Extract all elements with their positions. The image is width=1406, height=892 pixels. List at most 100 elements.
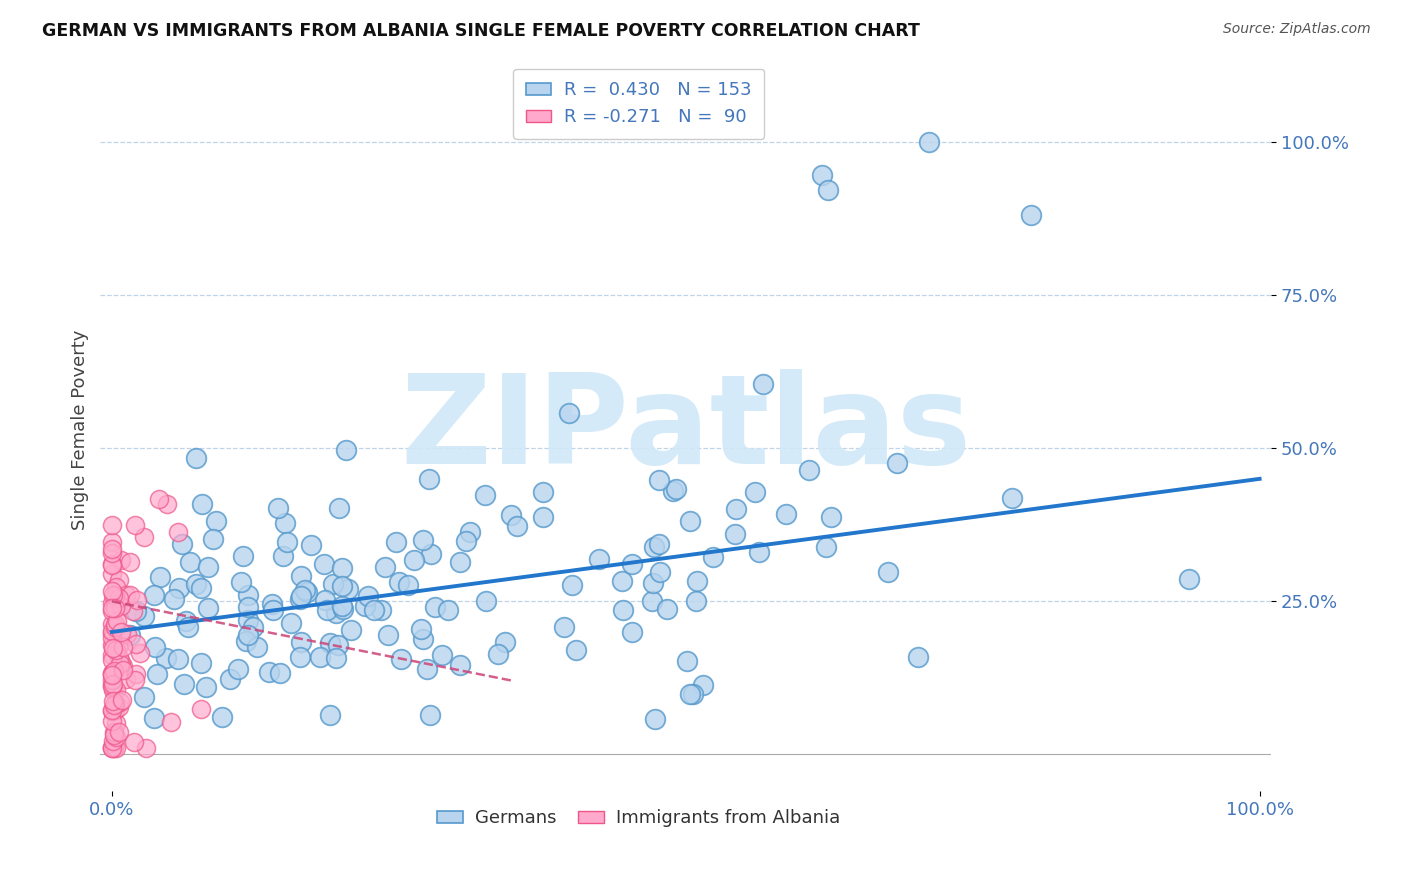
Point [103, 728, 125, 742]
Legend: Germans, Immigrants from Albania: Germans, Immigrants from Albania [430, 802, 848, 835]
Point [486, 648, 509, 662]
Point [101, 741, 124, 756]
Point [104, 600, 127, 615]
Point [449, 555, 471, 569]
Point [648, 565, 671, 579]
Point [814, 540, 837, 554]
Point [108, 573, 131, 587]
Point [132, 609, 155, 624]
Point [820, 509, 842, 524]
Point [290, 635, 312, 649]
Point [108, 638, 131, 652]
Point [246, 640, 269, 655]
Point [115, 672, 138, 686]
Point [811, 169, 834, 183]
Point [907, 649, 929, 664]
Point [621, 557, 644, 571]
Point [143, 640, 166, 655]
Point [817, 183, 839, 197]
Point [104, 617, 127, 632]
Point [363, 602, 385, 616]
Point [612, 603, 634, 617]
Point [105, 730, 128, 744]
Point [101, 703, 124, 717]
Point [135, 741, 157, 756]
Point [377, 628, 399, 642]
Point [290, 589, 312, 603]
Point [167, 524, 190, 539]
Point [384, 535, 406, 549]
Point [238, 599, 260, 614]
Point [702, 549, 724, 564]
Point [122, 604, 145, 618]
Point [101, 653, 124, 667]
Point [312, 557, 335, 571]
Point [101, 741, 124, 756]
Point [124, 673, 146, 687]
Point [124, 518, 146, 533]
Point [505, 519, 527, 533]
Point [101, 704, 124, 718]
Point [101, 617, 124, 632]
Point [104, 715, 127, 730]
Point [918, 136, 941, 150]
Point [201, 532, 224, 546]
Point [682, 687, 704, 701]
Point [125, 666, 148, 681]
Point [101, 668, 124, 682]
Point [172, 537, 194, 551]
Point [197, 601, 219, 615]
Point [610, 574, 633, 588]
Point [101, 714, 124, 728]
Point [259, 665, 281, 680]
Point [108, 700, 131, 714]
Point [103, 698, 125, 712]
Point [330, 579, 353, 593]
Point [314, 592, 336, 607]
Point [724, 527, 747, 541]
Point [325, 651, 347, 665]
Point [643, 576, 665, 591]
Point [120, 588, 142, 602]
Point [236, 628, 259, 642]
Point [101, 626, 124, 640]
Point [330, 599, 353, 613]
Point [475, 594, 498, 608]
Point [322, 577, 344, 591]
Point [335, 443, 357, 458]
Point [103, 725, 125, 739]
Point [295, 584, 318, 599]
Point [412, 632, 434, 646]
Point [101, 667, 124, 681]
Point [288, 650, 311, 665]
Point [143, 589, 166, 603]
Point [155, 651, 177, 665]
Point [725, 502, 748, 516]
Point [423, 599, 446, 614]
Point [160, 714, 183, 729]
Point [326, 638, 349, 652]
Point [340, 623, 363, 637]
Point [565, 642, 588, 657]
Point [103, 741, 125, 756]
Point [101, 679, 124, 693]
Point [110, 625, 132, 640]
Point [643, 541, 665, 555]
Point [235, 633, 257, 648]
Point [149, 570, 172, 584]
Point [332, 602, 354, 616]
Point [101, 604, 124, 618]
Point [404, 553, 426, 567]
Point [262, 597, 284, 611]
Text: GERMAN VS IMMIGRANTS FROM ALBANIA SINGLE FEMALE POVERTY CORRELATION CHART: GERMAN VS IMMIGRANTS FROM ALBANIA SINGLE… [42, 22, 920, 40]
Point [685, 594, 707, 608]
Point [226, 662, 249, 676]
Point [101, 640, 124, 655]
Point [531, 510, 554, 524]
Point [797, 463, 820, 477]
Point [692, 678, 714, 692]
Point [110, 655, 132, 669]
Point [332, 560, 354, 574]
Point [101, 624, 124, 638]
Point [101, 588, 124, 602]
